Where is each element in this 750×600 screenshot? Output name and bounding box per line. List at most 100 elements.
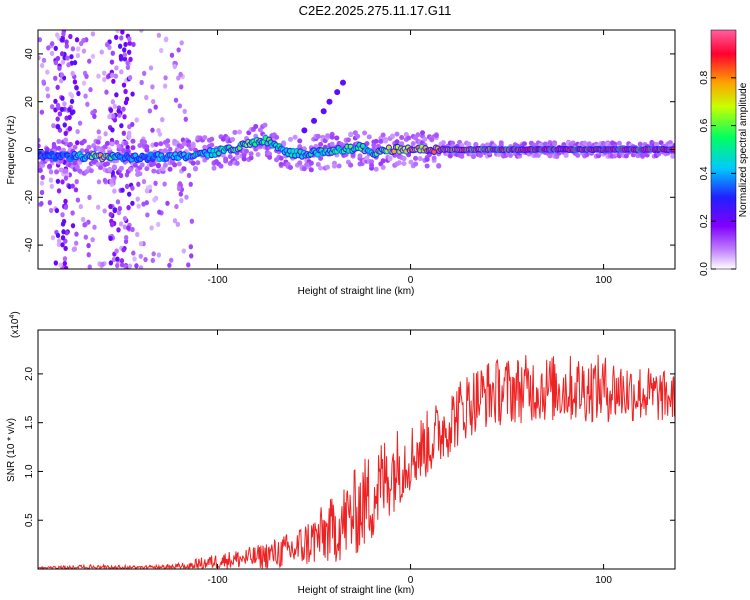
heatmap-cell [74,37,80,43]
top-ylabel: Frequency (Hz) [6,116,17,185]
heatmap-cell [61,229,66,235]
heatmap-cell [596,153,602,159]
heatmap-cell [136,203,141,209]
heatmap-cell [168,146,173,152]
heatmap-cell [40,174,45,180]
y-tick-label: -20 [24,190,35,205]
heatmap-cell [169,52,175,58]
heatmap-cell [104,161,110,167]
heatmap-cell [466,141,472,147]
heatmap-cell [380,164,386,170]
heatmap-cell [380,158,386,164]
heatmap-cell [54,207,60,214]
heatmap-cell [470,154,476,160]
heatmap-cell [584,152,590,158]
heatmap-cell [174,203,179,210]
heatmap-cell [109,137,115,143]
heatmap-cell [360,144,365,149]
heatmap-cell [64,39,69,45]
colorbar-tick-label: 0.6 [699,118,710,132]
heatmap-cell [70,70,75,77]
heatmap-cell [211,165,217,171]
heatmap-cell [70,183,75,189]
heatmap-cell [127,133,132,140]
heatmap-cell [125,64,131,71]
heatmap-cell [188,244,194,250]
heatmap-cell [137,143,143,149]
heatmap-cell [406,135,412,141]
heatmap-cell [130,200,135,206]
heatmap-cell [60,242,65,248]
heatmap-cell [142,139,148,145]
heatmap-cell [150,257,156,264]
heatmap-cell [364,155,370,161]
heatmap-cell [112,188,117,194]
heatmap-cell [134,263,139,269]
heatmap-cell [55,116,60,122]
heatmap-cell [64,43,69,49]
colorbar-label: Normalized spectral amplitude [738,82,749,217]
heatmap-cell [69,98,75,104]
heatmap-cell [55,124,61,130]
heatmap-cell [315,161,321,167]
heatmap-cell [38,143,41,149]
heatmap-cell [248,155,254,161]
heatmap-cell [119,258,125,264]
heatmap-cell [100,261,105,267]
heatmap-cell [119,69,124,75]
heatmap-cell [56,241,62,248]
colorbar: 0.0 0.2 0.4 0.6 0.8 Normalized spectral ampl… [699,29,749,276]
heatmap-cell [96,129,101,135]
heatmap-cell [176,185,182,192]
heatmap-cell [67,183,72,190]
heatmap-cell [116,210,122,216]
heatmap-cell [114,139,120,145]
heatmap-cell [181,166,187,172]
heatmap-cell [75,52,81,59]
heatmap-cell [109,59,115,65]
heatmap-cell [355,133,361,139]
heatmap-cell [126,49,132,55]
heatmap-cell [66,62,71,68]
heatmap-cell [84,148,90,154]
heatmap-cell [150,84,155,90]
heatmap-cell [162,148,168,154]
heatmap-cell [80,216,86,223]
heatmap-cell [117,43,123,49]
heatmap-cell [82,222,87,228]
snr-frame [37,329,676,570]
heatmap-cell [420,130,426,136]
y-tick-label: 1.0 [24,464,35,478]
heatmap-cell [69,110,75,116]
heatmap-cell [334,135,340,141]
heatmap-cell [49,41,55,47]
heatmap-cell [134,117,139,123]
heatmap-cell [297,138,303,144]
heatmap-cell [189,253,194,259]
heatmap-cell [70,46,76,52]
heatmap-cell [432,149,437,154]
heatmap-cell [63,265,69,269]
heatmap-cell [115,199,121,205]
heatmap-cell [401,155,407,161]
heatmap-cell [55,178,61,184]
heatmap-cell [380,132,386,138]
heatmap-cell [139,30,144,33]
heatmap-cell [75,140,80,146]
heatmap-cell [49,50,55,57]
heatmap-cell [459,142,465,148]
heatmap-cell [274,134,280,140]
heatmap-cell [130,138,136,144]
heatmap-cell [109,222,115,228]
heatmap-cell [127,75,133,81]
heatmap-cell [378,138,384,144]
heatmap-cell [167,166,173,172]
heatmap-cell [65,55,70,61]
heatmap-cell [122,215,128,222]
snr-line [38,354,675,569]
heatmap-cell [67,114,72,120]
heatmap-cell [209,142,215,148]
heatmap-cell [253,123,259,129]
heatmap-cell [56,139,62,145]
heatmap-cell [110,127,115,133]
